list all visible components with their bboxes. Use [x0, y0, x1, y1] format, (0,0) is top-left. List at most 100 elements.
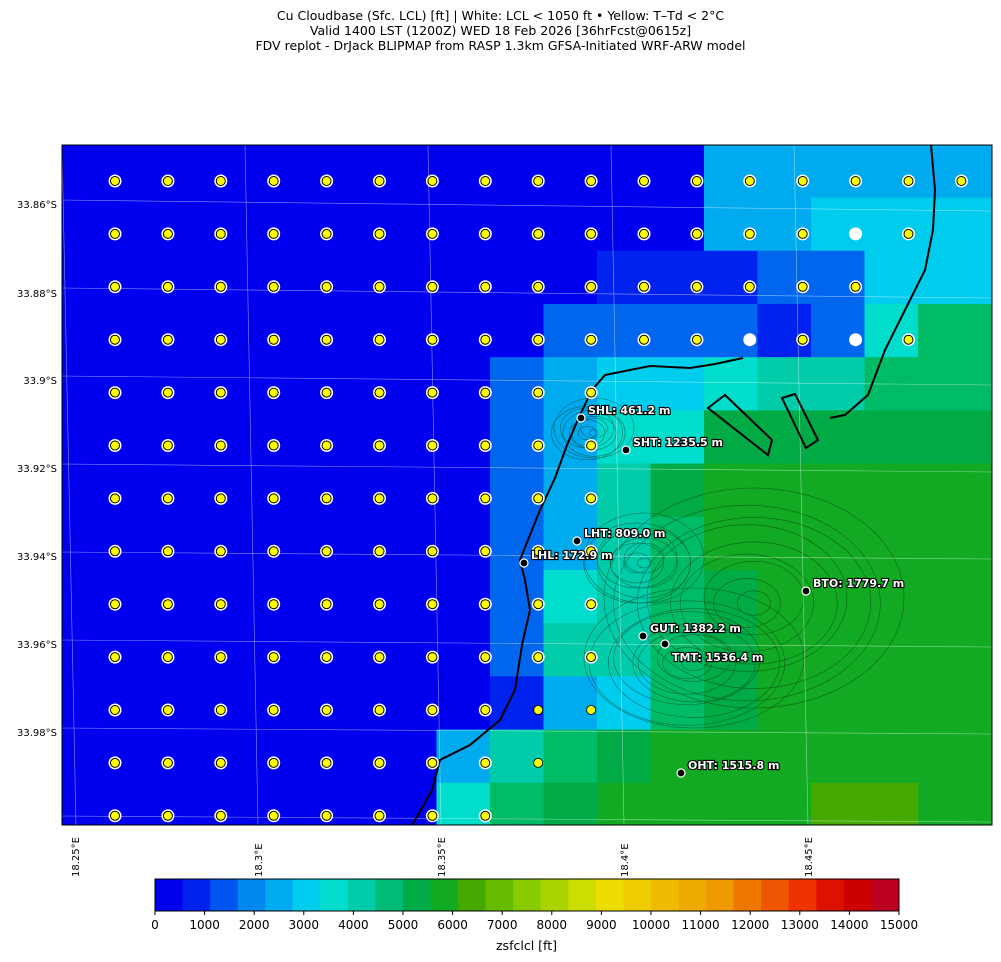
title-line-1: Cu Cloudbase (Sfc. LCL) [ft] | White: LC… — [276, 8, 725, 23]
yellow-marker — [110, 599, 120, 610]
field-cell — [169, 250, 224, 305]
yellow-marker — [268, 281, 279, 292]
yellow-marker — [110, 281, 120, 292]
field-cell — [383, 197, 438, 252]
field-cell — [115, 250, 170, 305]
field-cell — [276, 463, 331, 518]
field-cell — [62, 410, 117, 465]
yellow-marker — [374, 493, 385, 504]
colorbar-segment — [816, 879, 845, 911]
yellow-marker — [321, 176, 332, 186]
field-cell — [276, 145, 331, 199]
field-cell — [276, 569, 331, 624]
yellow-marker — [321, 228, 332, 239]
yellow-marker — [321, 757, 332, 768]
field-cell — [329, 676, 384, 731]
yellow-marker — [639, 176, 649, 186]
yellow-marker — [268, 757, 279, 768]
field-cell — [169, 410, 224, 465]
yellow-marker — [215, 705, 226, 715]
field-cell — [704, 729, 759, 784]
field-cell — [62, 729, 117, 784]
field-cell — [329, 463, 384, 518]
contour-line — [577, 426, 597, 440]
colorbar-segment — [320, 879, 349, 911]
yellow-marker — [586, 705, 596, 715]
field-cell — [597, 197, 652, 252]
colorbar-tick-label: 2000 — [238, 918, 270, 932]
field-cell — [436, 250, 491, 305]
field-cell — [918, 250, 992, 305]
field-cell — [811, 676, 866, 731]
field-cell — [597, 782, 652, 825]
field-cell — [436, 623, 491, 677]
colorbar-tick-label: 6000 — [437, 918, 468, 932]
yellow-marker — [374, 757, 385, 768]
yellow-marker — [691, 228, 702, 239]
field-cell — [383, 676, 438, 731]
field-cell — [650, 250, 705, 305]
graticule-lon — [793, 145, 809, 825]
yellow-marker — [480, 228, 491, 239]
colorbar-segment — [733, 879, 762, 911]
contour-line — [597, 527, 691, 599]
field-cell — [918, 569, 992, 624]
field-cell — [329, 357, 384, 411]
field-cell — [650, 357, 705, 411]
field-cell — [757, 569, 812, 624]
field-cell — [864, 250, 919, 305]
yellow-marker — [162, 757, 173, 768]
field-cell — [329, 569, 384, 624]
field-cell — [169, 676, 224, 731]
field-cell — [650, 782, 705, 825]
yellow-marker — [321, 599, 332, 610]
field-cell — [597, 463, 652, 518]
field-cell — [543, 623, 598, 677]
field-cell — [704, 303, 759, 358]
field-cell — [650, 569, 705, 624]
field-cell — [436, 516, 491, 571]
field-cell — [62, 676, 117, 731]
yellow-marker — [586, 281, 597, 292]
yellow-marker — [586, 387, 597, 398]
colorbar-segment — [458, 879, 487, 911]
colorbar-segment — [265, 879, 294, 911]
yellow-marker — [427, 546, 438, 557]
yellow-marker — [691, 334, 702, 345]
field-cell — [757, 197, 812, 252]
yellow-marker — [744, 228, 755, 239]
yellow-marker — [850, 281, 861, 292]
yellow-marker — [903, 176, 914, 186]
yellow-marker — [480, 387, 491, 398]
yellow-marker — [427, 176, 438, 186]
field-cell — [650, 303, 705, 358]
field-cell — [62, 357, 117, 411]
field-cell — [543, 463, 598, 518]
field-cell — [222, 782, 277, 825]
map-frame — [61, 144, 993, 826]
field-cell — [650, 197, 705, 252]
yellow-marker — [321, 705, 332, 715]
field-cell — [276, 250, 331, 305]
coastline — [411, 145, 937, 825]
field-cell — [918, 463, 992, 518]
station-dot — [621, 445, 631, 455]
field-cell — [918, 729, 992, 784]
yellow-marker — [639, 228, 649, 239]
station-label: OHT: 1515.8 m — [688, 759, 779, 772]
yellow-marker — [480, 599, 491, 610]
field-cell — [276, 197, 331, 252]
yellow-marker — [797, 176, 808, 186]
yellow-marker — [162, 281, 173, 292]
field-cell — [62, 197, 117, 252]
field-cell — [222, 197, 277, 252]
yellow-marker — [480, 493, 491, 504]
station-dot — [576, 413, 586, 423]
field-cell — [436, 357, 491, 411]
contour-line — [596, 527, 678, 589]
yellow-marker — [586, 440, 597, 451]
colorbar-segment — [155, 879, 184, 911]
yellow-marker — [215, 810, 226, 821]
field-cell — [169, 623, 224, 677]
plot-title: Cu Cloudbase (Sfc. LCL) [ft] | White: LC… — [0, 8, 1001, 53]
